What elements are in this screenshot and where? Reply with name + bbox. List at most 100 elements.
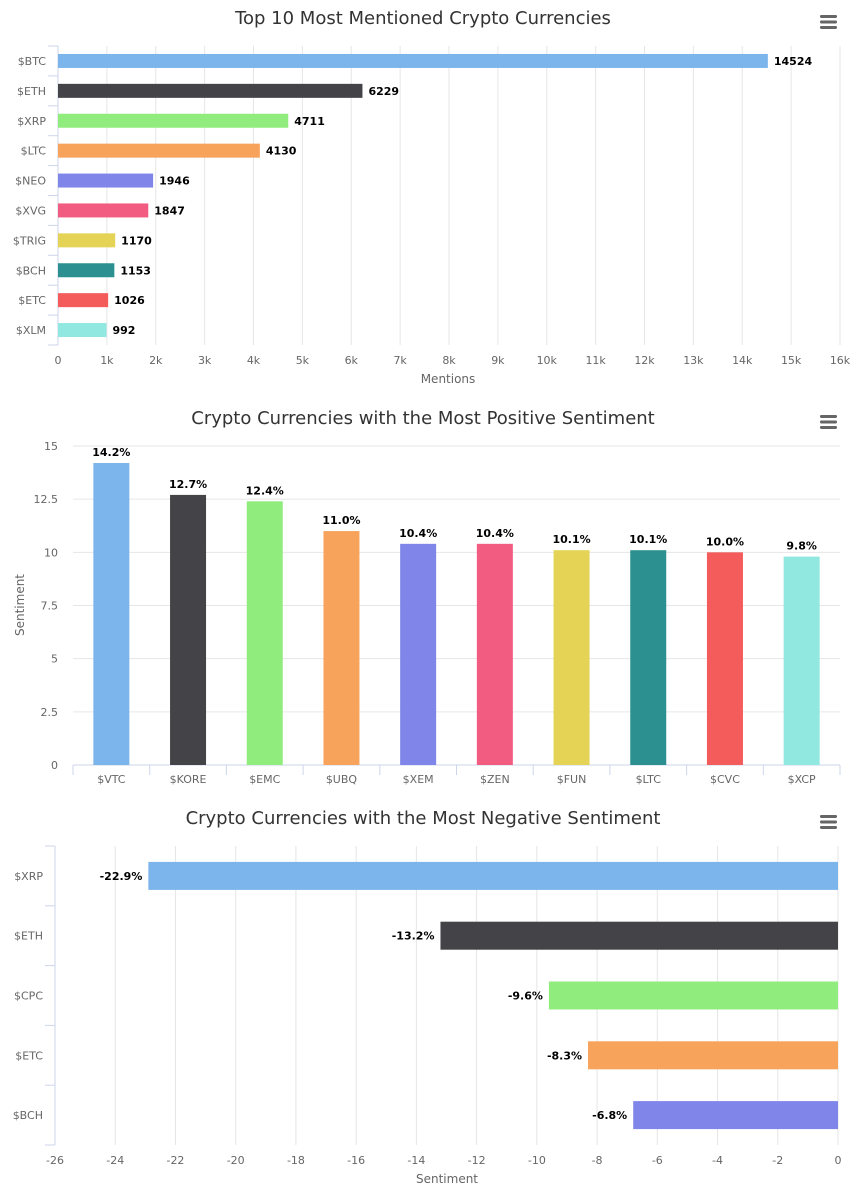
data-label: -13.2% [392,930,435,943]
negative-chart-menu-icon[interactable] [819,813,839,831]
data-label: 1026 [114,294,145,307]
bar [58,53,768,68]
x-tick-label: -24 [106,1154,124,1167]
data-label: -8.3% [547,1049,582,1062]
x-tick-label: -18 [287,1154,305,1167]
bar [588,1041,838,1070]
bar [783,556,820,765]
x-tick-label: -8 [592,1154,603,1167]
category-label: $ETH [14,930,43,943]
category-label: $CPC [14,990,43,1003]
data-label: -6.8% [592,1109,627,1122]
category-label: $ETH [17,85,46,98]
mentions-chart-x-axis-title: Mentions [421,372,476,386]
bar [148,861,839,890]
x-tick-label: -12 [468,1154,486,1167]
category-label: $BCH [13,1109,43,1122]
x-tick-label: -4 [712,1154,723,1167]
category-label: $ZEN [480,773,510,786]
data-label: 10.1% [629,533,667,546]
x-tick-label: 5k [296,354,310,367]
category-label: $CVC [710,773,740,786]
data-label: -9.6% [508,990,543,1003]
data-label: 9.8% [786,540,817,553]
category-label: $BTC [18,55,47,68]
x-tick-label: 16k [830,354,850,367]
x-tick-label: 4k [247,354,261,367]
category-label: $XEM [403,773,434,786]
x-tick-label: 13k [683,354,704,367]
bar [476,543,513,765]
x-tick-label: 0 [55,354,62,367]
category-label: $XCP [788,773,816,786]
x-tick-label: 14k [732,354,753,367]
x-tick-label: 10k [537,354,558,367]
x-tick-label: -2 [772,1154,783,1167]
positive-sentiment-chart-panel: Crypto Currencies with the Most Positive… [0,400,850,800]
data-label: 12.4% [246,484,284,497]
positive-sentiment-chart: Crypto Currencies with the Most Positive… [13,408,841,786]
category-label: $EMC [249,773,280,786]
mentions-chart-title: Top 10 Most Mentioned Crypto Currencies [234,8,611,29]
bar [440,921,838,950]
data-label: 14524 [774,55,813,68]
category-label: $NEO [15,175,46,188]
data-label: 10.4% [476,527,514,540]
y-tick-label: 7.5 [41,600,59,613]
bar [170,494,207,765]
negative-sentiment-chart: Crypto Currencies with the Most Negative… [13,808,842,1186]
data-label: 14.2% [92,446,130,459]
x-tick-label: 12k [634,354,655,367]
positive-chart-title: Crypto Currencies with the Most Positive… [191,408,654,429]
x-tick-label: 8k [442,354,456,367]
data-label: 11.0% [322,514,360,527]
bar [630,550,667,765]
y-tick-label: 0 [51,759,58,772]
negative-chart-title: Crypto Currencies with the Most Negative… [186,808,661,829]
category-label: $KORE [170,773,207,786]
bar [58,293,109,308]
data-label: 10.0% [706,535,744,548]
x-tick-label: 15k [781,354,802,367]
x-tick-label: -16 [347,1154,365,1167]
x-tick-label: -26 [46,1154,64,1167]
positive-chart-menu-icon[interactable] [819,413,839,431]
mentions-chart-panel: Top 10 Most Mentioned Crypto Currencies … [0,0,850,400]
bar [246,501,283,765]
data-label: 12.7% [169,478,207,491]
bar [58,173,154,188]
x-tick-label: 3k [198,354,212,367]
x-tick-label: -20 [227,1154,245,1167]
data-label: 1847 [154,204,185,217]
x-tick-label: 9k [491,354,505,367]
mentions-chart: Top 10 Most Mentioned Crypto Currencies … [13,8,850,386]
category-label: $XRP [14,870,43,883]
x-tick-label: 11k [585,354,606,367]
y-tick-label: 15 [44,440,58,453]
bar [633,1101,838,1130]
category-label: $XLM [16,324,46,337]
data-label: 1170 [121,234,152,247]
x-tick-label: -22 [166,1154,184,1167]
category-label: $ETC [15,1049,43,1062]
mentions-chart-menu-icon[interactable] [819,13,839,31]
bar [58,203,149,218]
bar [58,83,363,98]
category-label: $UBQ [326,773,358,786]
bar [58,263,115,278]
y-tick-label: 10 [44,546,58,559]
x-tick-label: -10 [528,1154,546,1167]
category-label: $LTC [636,773,662,786]
bar [58,233,116,248]
data-label: -22.9% [100,870,143,883]
category-label: $FUN [557,773,587,786]
negative-chart-x-axis-title: Sentiment [416,1172,478,1186]
x-tick-label: -14 [407,1154,425,1167]
category-label: $TRIG [13,234,46,247]
category-label: $XVG [15,204,46,217]
bar [93,463,130,765]
category-label: $XRP [17,115,46,128]
bar [323,531,360,765]
bar [58,143,260,158]
x-tick-label: 0 [835,1154,842,1167]
